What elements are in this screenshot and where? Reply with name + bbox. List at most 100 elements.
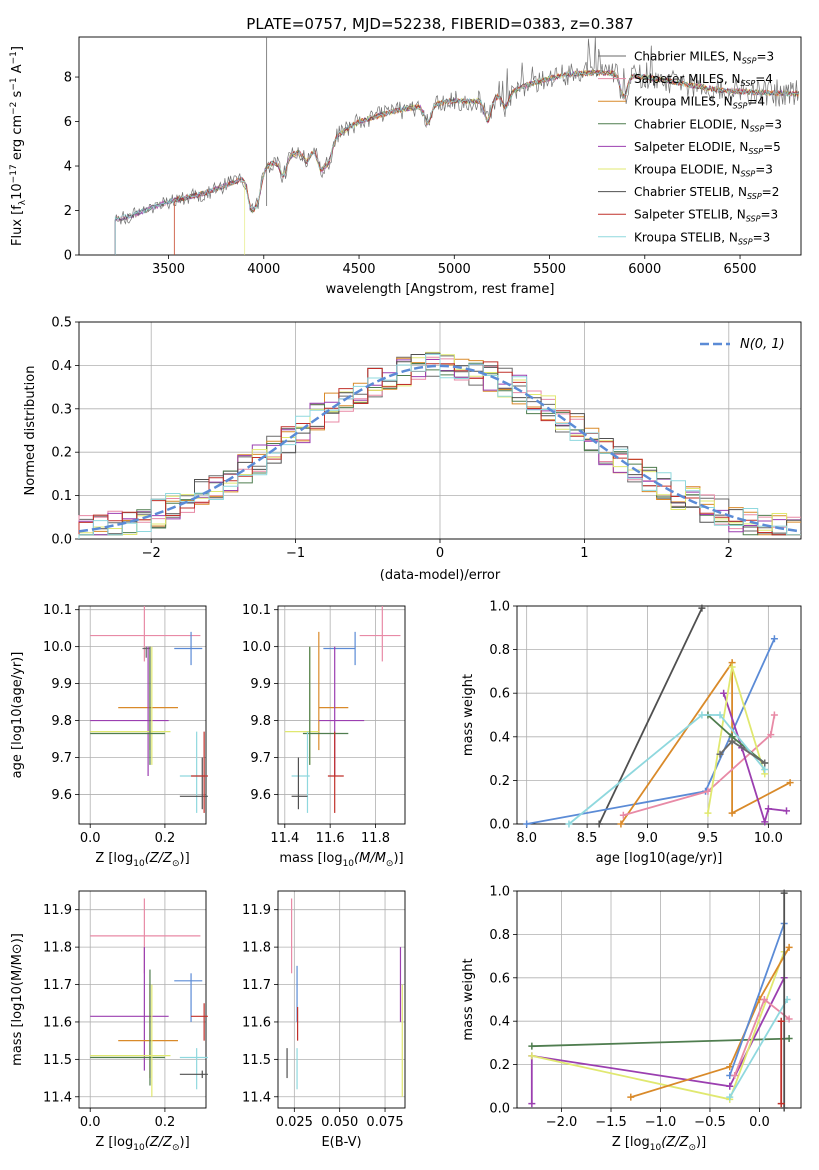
y-tick-label: 0.6 [489,687,510,702]
error-cross [323,631,356,666]
error-cross [179,1048,208,1090]
y-tick-label: 9.8 [250,714,271,729]
error-cross [179,757,208,810]
y-tick-label: 4 [64,160,72,175]
mass-weight-series [619,711,778,819]
series-marker [728,809,736,817]
y-tick-label: 11.8 [242,941,271,956]
series-marker [770,635,778,643]
mass-weight-series [565,711,769,828]
error-cross [90,646,171,765]
series-marker [767,731,775,739]
plot-frame [78,605,207,825]
plot-frame [277,605,406,825]
series-marker [704,809,712,817]
series-marker [764,805,772,813]
series-marker [565,820,573,828]
x-axis-label: E(B-V) [321,1135,361,1150]
panel-3: 11.4 11.6 11.8 9.6 9.7 9.8 9.9 10.0 10.1 mass [lo… [242,603,406,869]
x-tick-label: 0.0 [80,1115,101,1130]
x-tick-label: −2 [142,546,161,561]
error-cross [90,646,169,776]
mass-weight-series [731,996,793,1079]
series-marker [728,737,736,745]
series-marker [777,1017,785,1025]
y-tick-label: 10.0 [242,640,271,655]
y-tick-label: 11.7 [43,978,72,993]
panel-0: 3500 4000 4500 5000 5500 6000 6500 0 2 4 6 8 Flux [f… [9,36,802,297]
series-marker [777,1100,785,1108]
y-tick-label: 6 [64,115,72,130]
panel-2: 0.0 0.2 9.6 9.7 9.8 9.9 10.0 10.1 Z [log10(Z/Z⊙)… [10,603,208,869]
legend-label: Kroupa MILES, NSSP=4 [634,95,765,111]
error-cross [118,984,178,1079]
y-tick-label: 0.2 [489,774,510,789]
series-line [568,714,766,825]
y-tick-label: 11.7 [242,978,271,993]
x-tick-label: 9.0 [637,831,658,846]
y-tick-label: 9.6 [250,788,271,803]
y-tick-label: 0.2 [489,1058,510,1073]
y-tick-label: 0.3 [51,402,72,417]
y-tick-label: 0.0 [489,818,510,833]
spectrum-series [114,69,799,255]
plot-frame [277,890,406,1109]
series-marker [716,750,724,758]
x-tick-label: −1 [286,546,305,561]
series-marker [528,1042,536,1050]
x-tick-label: 0.0 [80,831,101,846]
error-cross [90,969,165,1086]
x-tick-label: 10.0 [754,831,783,846]
y-tick-label: 0.8 [489,643,510,658]
series-marker [786,779,794,787]
y-tick-label: 0.8 [489,928,510,943]
figure-title: PLATE=0757, MJD=52238, FIBERID=0383, z=0… [246,15,633,33]
error-cross [90,646,165,765]
legend-label: Salpeter STELIB, NSSP=3 [634,208,778,224]
y-tick-label: 10.1 [43,603,72,618]
x-tick-label: 11.6 [316,831,345,846]
series-line [729,999,788,1098]
y-tick-label: 10.0 [43,640,72,655]
x-tick-label: −2.0 [546,1115,578,1130]
y-tick-label: 0.1 [51,489,72,504]
x-tick-label: 1 [580,546,588,561]
y-tick-label: 11.5 [242,1053,271,1068]
x-axis-label: wavelength [Angstrom, rest frame] [326,282,555,297]
y-tick-label: 0.4 [489,1015,510,1030]
legend-label: Kroupa ELODIE, NSSP=3 [634,163,773,179]
y-tick-label: 1.0 [489,885,510,900]
series-marker [704,787,712,795]
legend: Chabrier MILES, NSSP=3 Salpeter MILES, NS… [598,50,782,246]
x-tick-label: 0.025 [276,1115,313,1130]
series-marker [698,711,706,719]
x-tick-label: 8.0 [516,831,537,846]
series-marker [770,711,778,719]
series-marker [617,820,625,828]
y-axis-label: Flux [fλ10−17 erg cm−2 s−1 A−1] [9,46,28,246]
y-tick-label: 9.7 [250,751,271,766]
x-tick-label: 6500 [723,262,756,277]
x-tick-label: 5500 [533,262,566,277]
x-tick-label: 11.8 [361,831,390,846]
panel-5: 0.0 0.2 11.4 11.5 11.6 11.7 11.8 11.9 Z [log10(Z… [10,890,208,1153]
plot-frame [516,605,802,825]
gaussian-curve [78,364,802,533]
error-cross [191,1003,208,1041]
x-tick-label: 2 [725,546,733,561]
y-axis-label: Normed distribution [23,366,38,496]
panel-1: −2 −1 0 1 2 0.0 0.1 0.2 0.3 0.4 0.5 N(0, 1) (data-mo… [23,316,802,583]
series-marker [760,996,768,1003]
series-line [530,977,786,1104]
series-marker [716,711,724,719]
mass-weight-series [528,1035,793,1050]
series-marker [728,663,736,671]
series-marker [780,889,788,897]
mass-weight-series [595,604,706,828]
mass-weight-series [704,663,769,817]
series-marker [528,1100,536,1108]
plot-frame [78,890,207,1109]
error-cross [90,947,169,1071]
y-tick-label: 10.1 [242,603,271,618]
y-tick-label: 9.6 [51,788,72,803]
